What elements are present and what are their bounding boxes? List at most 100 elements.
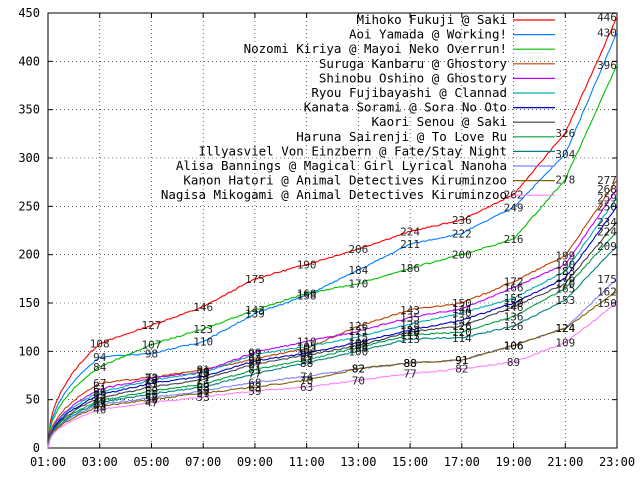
x-tick-label: 15:00 xyxy=(392,455,428,469)
data-label: 91 xyxy=(300,354,313,367)
data-label: 88 xyxy=(403,357,416,370)
data-label: 108 xyxy=(90,338,110,351)
data-label: 59 xyxy=(248,385,261,398)
data-label: 63 xyxy=(248,381,261,394)
data-label: 128 xyxy=(400,318,420,331)
data-label: 67 xyxy=(93,377,106,390)
y-tick-label: 300 xyxy=(18,151,40,165)
data-label: 55 xyxy=(93,389,106,402)
data-label: 104 xyxy=(348,341,368,354)
data-label: 150 xyxy=(452,297,472,310)
data-label: 82 xyxy=(455,363,468,376)
data-label: 176 xyxy=(555,272,575,285)
data-label: 396 xyxy=(597,59,617,72)
series-line xyxy=(47,245,618,449)
data-label: 77 xyxy=(248,368,261,381)
data-label: 98 xyxy=(145,347,158,360)
x-tick-label: 07:00 xyxy=(185,455,221,469)
data-label: 135 xyxy=(400,312,420,325)
data-label: 106 xyxy=(504,340,524,353)
data-label: 82 xyxy=(352,363,365,376)
data-label: 165 xyxy=(555,283,575,296)
data-label: 155 xyxy=(504,292,524,305)
data-label: 66 xyxy=(197,378,210,391)
data-label: 430 xyxy=(597,26,617,39)
data-label: 92 xyxy=(248,353,261,366)
data-label: 126 xyxy=(504,320,524,333)
data-label: 70 xyxy=(352,374,365,387)
data-label: 268 xyxy=(597,183,617,196)
legend-label: Nagisa Mikogami @ Animal Detectives Kiru… xyxy=(161,187,507,202)
data-label: 68 xyxy=(248,376,261,389)
data-label: 127 xyxy=(142,319,162,332)
data-label: 224 xyxy=(597,225,617,238)
data-label: 77 xyxy=(403,368,416,381)
data-label: 63 xyxy=(300,381,313,394)
data-label: 120 xyxy=(452,326,472,339)
x-tick-label: 01:00 xyxy=(30,455,66,469)
data-label: 70 xyxy=(145,374,158,387)
data-label: 47 xyxy=(93,397,106,410)
data-label: 106 xyxy=(348,340,368,353)
data-label: 132 xyxy=(452,314,472,327)
data-label: 61 xyxy=(93,383,106,396)
series-line xyxy=(47,278,618,449)
data-label: 56 xyxy=(145,388,158,401)
data-label: 175 xyxy=(245,273,265,286)
data-label: 158 xyxy=(297,289,317,302)
series-line xyxy=(47,221,618,449)
data-label: 120 xyxy=(400,326,420,339)
data-label: 123 xyxy=(193,323,213,336)
x-tick-label: 23:00 xyxy=(599,455,635,469)
y-tick-label: 150 xyxy=(18,296,40,310)
data-label: 81 xyxy=(197,364,210,377)
data-label: 81 xyxy=(248,364,261,377)
x-tick-label: 19:00 xyxy=(495,455,531,469)
data-label: 107 xyxy=(142,339,162,352)
data-label: 49 xyxy=(93,395,106,408)
data-label: 166 xyxy=(504,282,524,295)
legend-label: Kanon Hatori @ Animal Detectives Kirumin… xyxy=(183,173,507,188)
data-label: 206 xyxy=(348,243,368,256)
series-line xyxy=(47,64,618,449)
data-label: 88 xyxy=(300,357,313,370)
data-label: 106 xyxy=(504,340,524,353)
data-label: 236 xyxy=(452,214,472,227)
data-label: 190 xyxy=(555,258,575,271)
data-label: 162 xyxy=(597,285,617,298)
data-label: 45 xyxy=(93,399,106,412)
data-label: 183 xyxy=(555,265,575,278)
data-label: 105 xyxy=(297,341,317,354)
data-label: 70 xyxy=(300,374,313,387)
data-label: 91 xyxy=(455,354,468,367)
data-label: 139 xyxy=(245,308,265,321)
legend-label: Nozomi Kiriya @ Mayoi Neko Overrun! xyxy=(244,41,507,56)
data-label: 89 xyxy=(507,356,520,369)
data-label: 146 xyxy=(193,301,213,314)
legend-label: Aoi Yamada @ Working! xyxy=(349,27,507,42)
data-label: 121 xyxy=(348,325,368,338)
data-label: 90 xyxy=(248,355,261,368)
data-label: 170 xyxy=(348,278,368,291)
data-label: 446 xyxy=(597,11,617,24)
data-label: 103 xyxy=(297,342,317,355)
data-label: 40 xyxy=(93,403,106,416)
data-label: 175 xyxy=(597,273,617,286)
y-tick-label: 0 xyxy=(33,441,40,455)
data-label: 99 xyxy=(248,346,261,359)
data-label: 52 xyxy=(93,392,106,405)
series-lines xyxy=(47,16,618,449)
data-label: 124 xyxy=(555,322,575,335)
data-label: 98 xyxy=(300,347,313,360)
data-label: 143 xyxy=(400,304,420,317)
data-label: 304 xyxy=(555,148,575,161)
grid xyxy=(48,13,617,448)
data-label: 53 xyxy=(197,391,210,404)
data-label: 100 xyxy=(348,345,368,358)
data-label: 277 xyxy=(597,174,617,187)
series-line xyxy=(47,302,618,449)
x-tick-label: 11:00 xyxy=(289,455,325,469)
